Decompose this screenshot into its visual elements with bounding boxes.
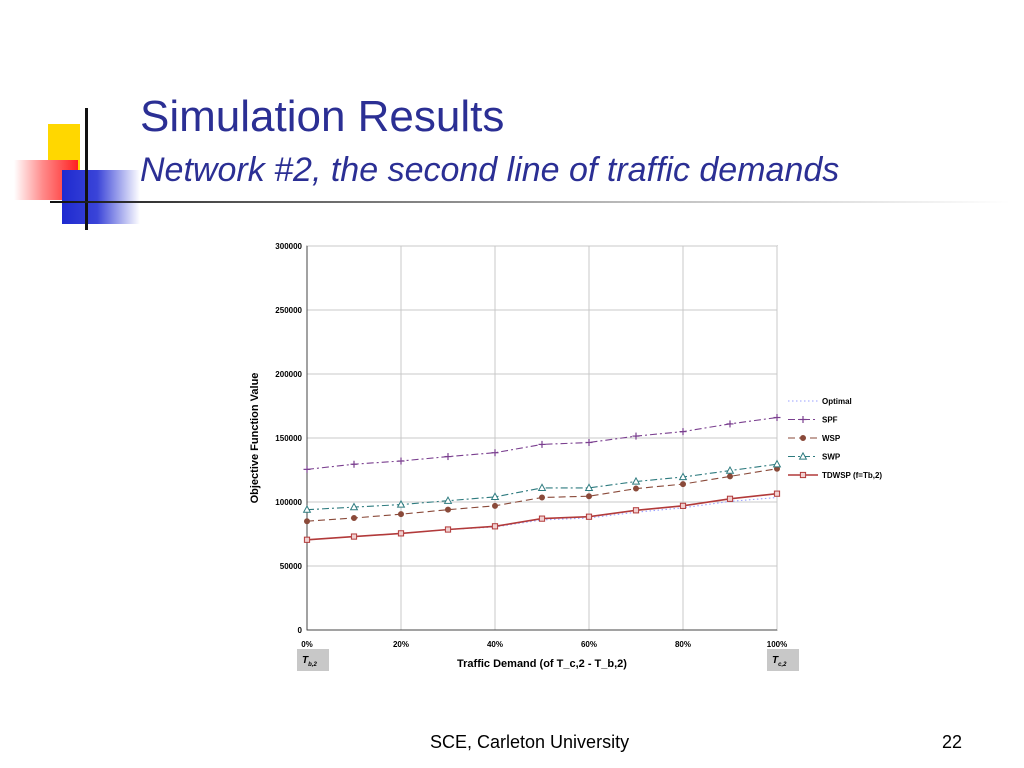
y-tick-label: 100000 bbox=[275, 498, 302, 507]
data-point-tdwsp-f-tb-2 bbox=[632, 507, 640, 514]
legend-label-wsp: WSP bbox=[822, 434, 841, 443]
data-point-wsp bbox=[726, 473, 733, 480]
footer-text: SCE, Carleton University bbox=[430, 732, 630, 752]
data-point-spf bbox=[773, 414, 781, 422]
data-point-wsp bbox=[538, 494, 545, 501]
series-optimal bbox=[306, 496, 778, 541]
legend-item-tdwsp-f-tb-2: TDWSP (f=Tb,2) bbox=[788, 471, 882, 480]
series-spf bbox=[303, 414, 781, 473]
legend-label-spf: SPF bbox=[822, 416, 838, 425]
data-point-spf bbox=[350, 460, 358, 468]
y-tick-labels: 0 50000 100000 150000 200000 250000 300000 bbox=[275, 242, 302, 635]
data-point-spf bbox=[679, 428, 687, 436]
x-tick-label: 100% bbox=[767, 640, 787, 649]
series-line-optimal bbox=[306, 496, 778, 541]
slide-subtitle: Network #2, the second line of traffic d… bbox=[140, 151, 840, 189]
x-tick-label: 40% bbox=[487, 640, 503, 649]
data-point-tdwsp-f-tb-2 bbox=[585, 513, 593, 520]
legend-item-wsp: WSP bbox=[788, 434, 841, 443]
data-point-swp bbox=[725, 466, 735, 474]
endpoint-label-box bbox=[767, 649, 799, 671]
data-point-wsp bbox=[585, 493, 592, 500]
data-point-swp bbox=[537, 483, 547, 492]
legend-marker-spf bbox=[799, 416, 807, 423]
legend-marker-tdwsp-f-tb-2 bbox=[799, 471, 807, 479]
data-point-wsp bbox=[491, 502, 498, 509]
endpoint-label-c-2: Tc,2 bbox=[767, 649, 799, 671]
legend: Optimal SPF WSP SWP TDWSP (f=Tb,2) bbox=[788, 397, 882, 480]
endpoint-labels: Tb,2 Tc,2 bbox=[297, 649, 799, 671]
data-point-swp bbox=[631, 476, 641, 485]
x-tick-label: 80% bbox=[675, 640, 691, 649]
data-point-tdwsp-f-tb-2 bbox=[397, 530, 405, 537]
data-point-tdwsp-f-tb-2 bbox=[538, 515, 546, 522]
data-point-tdwsp-f-tb-2 bbox=[773, 490, 781, 497]
endpoint-label-box bbox=[297, 649, 329, 671]
page-number: 22 bbox=[942, 732, 963, 752]
line-chart: 0 50000 100000 150000 200000 250000 300000 0% 2… bbox=[249, 242, 882, 671]
data-point-wsp bbox=[444, 506, 451, 513]
data-point-swp bbox=[772, 459, 782, 468]
x-axis-label: Traffic Demand (of T_c,2 - T_b,2) bbox=[457, 658, 627, 670]
data-point-wsp bbox=[632, 485, 639, 492]
data-point-wsp bbox=[351, 514, 358, 521]
slide-title: Simulation Results bbox=[140, 92, 505, 141]
endpoint-label-b-2: Tb,2 bbox=[297, 649, 329, 671]
data-point-swp bbox=[302, 505, 312, 513]
legend-label-optimal: Optimal bbox=[822, 397, 852, 406]
data-point-spf bbox=[444, 453, 452, 461]
x-tick-label: 60% bbox=[581, 640, 597, 649]
data-point-spf bbox=[632, 432, 640, 440]
data-point-wsp bbox=[304, 518, 311, 525]
data-point-tdwsp-f-tb-2 bbox=[491, 523, 499, 530]
y-tick-label: 50000 bbox=[280, 562, 303, 571]
data-point-spf bbox=[538, 440, 546, 448]
series-layer bbox=[302, 414, 782, 543]
data-point-swp bbox=[443, 496, 453, 504]
data-point-tdwsp-f-tb-2 bbox=[444, 526, 452, 533]
data-point-swp bbox=[584, 483, 594, 492]
data-point-swp bbox=[349, 502, 359, 511]
data-point-wsp bbox=[679, 481, 686, 488]
data-point-wsp bbox=[397, 511, 404, 518]
legend-marker-swp bbox=[798, 451, 808, 460]
series-tdwsp-f-tb-2 bbox=[303, 490, 781, 543]
data-point-swp bbox=[396, 499, 406, 508]
y-axis-label: Objective Function Value bbox=[249, 373, 261, 504]
decoration-blue-square bbox=[62, 170, 140, 224]
y-tick-label: 0 bbox=[298, 626, 303, 635]
decoration-horizontal-line bbox=[50, 201, 1010, 203]
data-point-spf bbox=[491, 449, 499, 457]
legend-label-tdwsp-f-tb-2: TDWSP (f=Tb,2) bbox=[822, 471, 882, 480]
y-tick-label: 150000 bbox=[275, 434, 302, 443]
legend-label-swp: SWP bbox=[822, 453, 841, 462]
data-point-tdwsp-f-tb-2 bbox=[350, 533, 358, 540]
data-point-tdwsp-f-tb-2 bbox=[303, 536, 311, 543]
y-tick-label: 200000 bbox=[275, 370, 302, 379]
data-point-swp bbox=[678, 472, 688, 481]
legend-marker-wsp bbox=[800, 434, 807, 441]
series-wsp bbox=[304, 465, 781, 525]
decoration-vertical-line bbox=[85, 108, 88, 230]
y-tick-label: 250000 bbox=[275, 306, 302, 315]
x-tick-labels: 0% 20% 40% 60% 80% 100% bbox=[301, 640, 787, 649]
data-point-tdwsp-f-tb-2 bbox=[726, 495, 734, 502]
data-point-tdwsp-f-tb-2 bbox=[679, 502, 687, 509]
legend-item-swp: SWP bbox=[788, 451, 841, 462]
data-point-spf bbox=[585, 438, 593, 446]
legend-item-optimal: Optimal bbox=[788, 397, 852, 406]
data-point-spf bbox=[726, 420, 734, 428]
data-point-swp bbox=[490, 492, 500, 500]
x-tick-label: 0% bbox=[301, 640, 313, 649]
data-point-spf bbox=[397, 457, 405, 465]
y-tick-label: 300000 bbox=[275, 242, 302, 251]
data-point-spf bbox=[303, 465, 311, 473]
series-swp bbox=[302, 459, 782, 513]
legend-item-spf: SPF bbox=[788, 416, 838, 425]
grid-lines bbox=[306, 245, 778, 631]
x-tick-label: 20% bbox=[393, 640, 409, 649]
